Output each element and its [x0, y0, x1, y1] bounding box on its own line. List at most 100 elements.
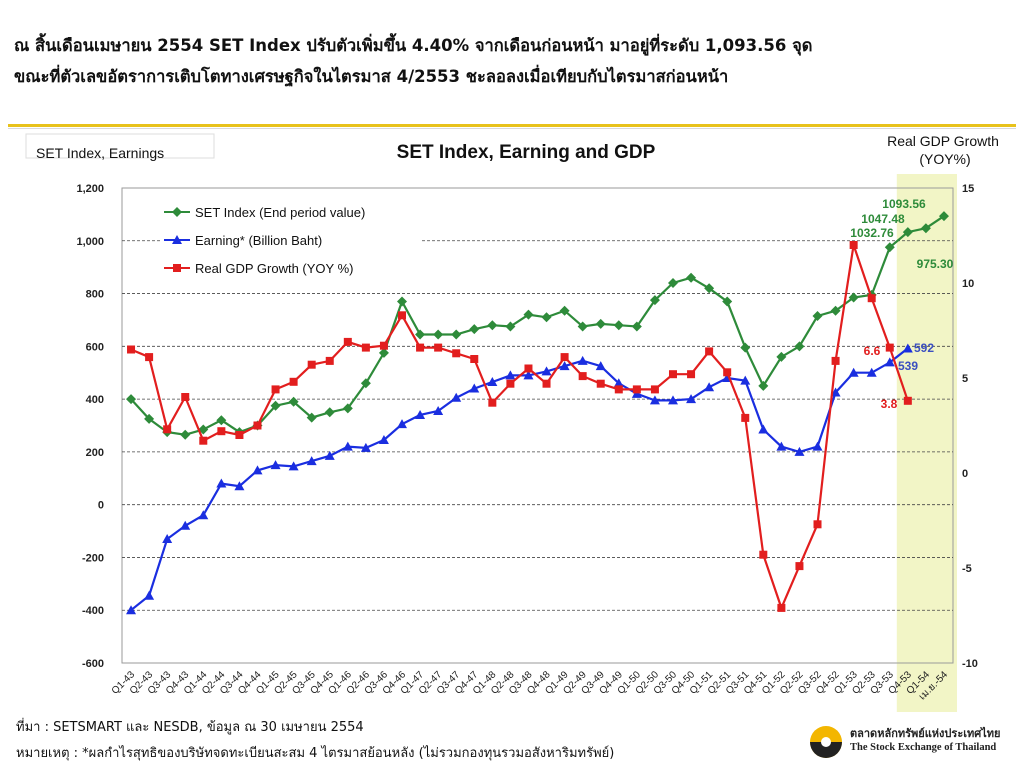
set-index-point [776, 351, 787, 362]
plot-border [121, 187, 954, 664]
right-tick-label: -5 [962, 563, 972, 575]
earning-point [794, 446, 805, 456]
set-index-point [541, 312, 552, 323]
earning-point [324, 450, 335, 460]
left-tick-label: 1,200 [76, 183, 104, 195]
earning-point [902, 343, 913, 353]
legend-label: SET Index (End period value) [195, 205, 365, 220]
chart-container: SET Index, Earnings SET Index, Earning a… [0, 130, 1024, 719]
real-gdp-growth-point [578, 372, 587, 381]
headline-line-2: ขณะที่ตัวเลขอัตราการเติบโตทางเศรษฐกิจในไ… [14, 67, 729, 86]
earning-point [667, 395, 678, 405]
real-gdp-growth-point [289, 377, 298, 386]
earning-point [577, 355, 588, 365]
set-index-point [938, 211, 949, 222]
set-index-point [306, 412, 317, 423]
real-gdp-growth-point [687, 370, 696, 379]
legend-label: Real GDP Growth (YOY %) [195, 261, 353, 276]
set-index-point [902, 227, 913, 238]
real-gdp-growth-point [235, 431, 244, 439]
earning-point [378, 435, 389, 445]
real-gdp-growth-point [506, 379, 515, 388]
real-gdp-growth-point [560, 353, 569, 362]
earning-point [704, 382, 715, 392]
real-gdp-growth-point [632, 385, 641, 394]
earning-point [866, 367, 877, 377]
real-gdp-growth-point [903, 396, 912, 405]
earning-point [758, 424, 769, 434]
set-index-point [144, 413, 155, 424]
set-index-point [360, 378, 371, 389]
set-index-point [378, 347, 389, 358]
right-tick-label: 0 [962, 468, 968, 480]
set-index-point [740, 342, 751, 353]
set-index-point [342, 403, 353, 414]
left-tick-label: -400 [82, 605, 104, 617]
footnote: หมายเหตุ : *ผลกำไรสุทธิของบริษัทจดทะเบีย… [16, 746, 615, 761]
earning-value-label: 592 [914, 341, 934, 355]
real-gdp-growth-point [596, 379, 605, 388]
set-index-point [216, 415, 227, 426]
real-gdp-growth-point [741, 413, 750, 422]
set-index-point [848, 292, 859, 303]
set-earning-gdp-chart: SET Index, Earnings SET Index, Earning a… [25, 133, 999, 719]
earning-point [776, 441, 787, 451]
earning-point [162, 533, 173, 543]
right-axis-title-line-1: Real GDP Growth [887, 133, 999, 149]
left-title-box [25, 133, 215, 159]
real-gdp-growth-point [379, 341, 388, 350]
earning-point [180, 520, 191, 530]
earning-point [649, 395, 660, 405]
set-index-point [126, 394, 137, 405]
earning-point [306, 456, 317, 466]
earning-point [415, 409, 426, 419]
real-gdp-growth-point [885, 343, 894, 352]
real-gdp-growth-point [307, 360, 316, 369]
set-index-point [758, 380, 769, 391]
set-index-point [397, 296, 408, 307]
earning-point [523, 370, 534, 380]
left-tick-label: -200 [82, 552, 104, 564]
set-index-point [794, 341, 805, 352]
real-gdp-growth-point [849, 241, 858, 249]
headline-line-1: ณ สิ้นเดือนเมษายน 2554 SET Index ปรับตัว… [14, 36, 813, 55]
left-tick-label: 400 [86, 394, 104, 406]
source-note: ที่มา : SETSMART และ NESDB, ข้อมูล ณ 30 … [16, 720, 364, 735]
earning-point [595, 361, 606, 371]
set-index-point [469, 324, 480, 335]
earning-point [433, 405, 444, 415]
real-gdp-growth-point [614, 385, 623, 394]
earning-point [216, 478, 227, 488]
left-tick-label: 0 [98, 500, 104, 512]
set-value-label: 1093.56 [882, 197, 926, 211]
real-gdp-growth-line [130, 244, 909, 611]
right-tick-label: 10 [962, 278, 974, 290]
real-gdp-growth-point [325, 356, 334, 365]
set-index-point [559, 305, 570, 316]
gdp-value-label: 6.6 [864, 344, 881, 358]
earning-point [234, 481, 245, 491]
earning-point [126, 605, 137, 615]
legend-swatch-marker [172, 235, 182, 244]
set-index-point [830, 305, 841, 316]
left-axis-title: SET Index, Earnings [36, 145, 164, 161]
right-axis-title-line-2: (YOY%) [919, 151, 970, 167]
left-tick-label: 1,000 [76, 236, 104, 248]
real-gdp-growth-point [777, 603, 786, 612]
set-value-label: 975.30 [917, 257, 954, 271]
set-index-point [920, 223, 931, 234]
earning-point [451, 392, 462, 402]
earning-point [613, 378, 624, 388]
earning-point [342, 441, 353, 451]
real-gdp-growth-point [398, 311, 407, 320]
real-gdp-growth-point [145, 353, 154, 362]
set-index-point [613, 320, 624, 331]
set-index-point [270, 400, 281, 411]
real-gdp-growth-point [416, 343, 425, 352]
real-gdp-growth-point [668, 370, 677, 379]
earning-point [884, 357, 895, 367]
real-gdp-growth-point [181, 393, 190, 401]
gold-divider [8, 124, 1016, 127]
set-value-label: 1032.76 [850, 226, 894, 240]
set-index-point [722, 296, 733, 307]
